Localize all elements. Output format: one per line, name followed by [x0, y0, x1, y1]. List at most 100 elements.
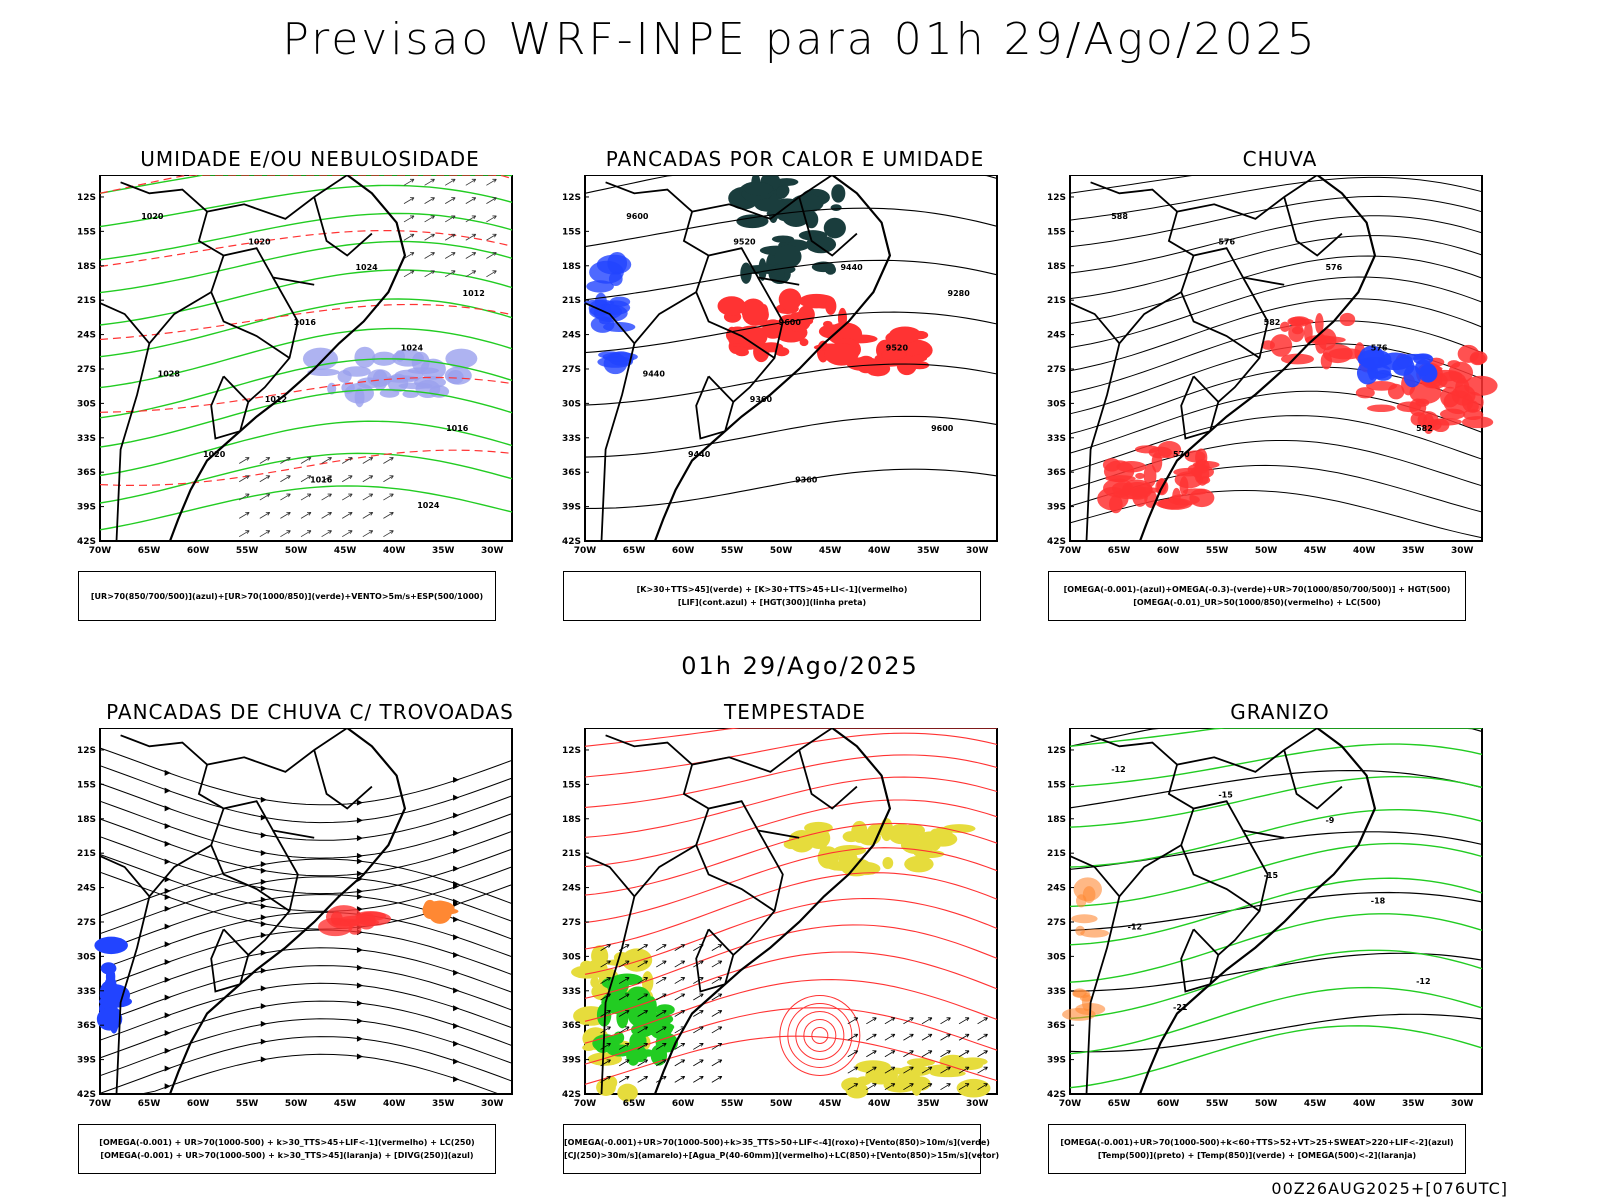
contour-label: -18: [1371, 897, 1386, 906]
lon-label: 35W: [1402, 546, 1425, 555]
contour-label: 9520: [733, 238, 756, 247]
lat-label: 33S: [1047, 987, 1066, 997]
contour-label: 1020: [141, 212, 164, 221]
lat-label: 18S: [1047, 815, 1066, 825]
lon-label: 55W: [236, 546, 259, 555]
lat-label: 15S: [562, 780, 581, 790]
contour-label: 1024: [355, 263, 378, 272]
page-title: Previsao WRF-INPE para 01h 29/Ago/2025: [282, 14, 1318, 65]
lat-label: 18S: [77, 815, 96, 825]
lon-label: 40W: [868, 546, 891, 555]
contour-label: 582: [1416, 424, 1433, 433]
lon-label: 65W: [138, 1099, 161, 1108]
contour-label: -12: [1416, 977, 1430, 986]
lon-label: 40W: [383, 1099, 406, 1108]
lat-label: 33S: [77, 434, 96, 444]
lon-label: 35W: [917, 1099, 940, 1108]
map-frame: [584, 175, 998, 542]
lat-label: 42S: [562, 1090, 581, 1100]
lat-label: 33S: [562, 987, 581, 997]
lat-label: 24S: [77, 331, 96, 341]
contour-label: 9360: [750, 395, 773, 404]
lon-label: 40W: [383, 546, 406, 555]
contour-label: 9440: [840, 263, 863, 272]
contour-label: 576: [1218, 238, 1235, 247]
lon-label: 30W: [481, 546, 504, 555]
legend-line: [OMEGA(-0.001) + UR>70(1000-500) + k>30_…: [100, 1151, 474, 1160]
lat-label: 15S: [77, 227, 96, 237]
lat-label: 15S: [562, 227, 581, 237]
lon-label: 70W: [1059, 1099, 1082, 1108]
lon-label: 65W: [1108, 1099, 1131, 1108]
lon-label: 45W: [334, 1099, 357, 1108]
lat-label: 33S: [562, 434, 581, 444]
contour-label: 588: [1111, 212, 1128, 221]
contour-label: 9440: [643, 369, 666, 378]
lat-label: 42S: [77, 1090, 96, 1100]
run-info-label: 00Z26AUG2025+[076UTC]: [1271, 1179, 1508, 1198]
lon-label: 65W: [138, 546, 161, 555]
lon-label: 50W: [285, 1099, 308, 1108]
contour-label: 582: [1264, 318, 1281, 327]
lat-label: 12S: [1047, 193, 1066, 203]
legend-line: [OMEGA(-0.01)_UR>50(1000/850)(vermelho) …: [1133, 598, 1381, 607]
lon-label: 60W: [1157, 1099, 1180, 1108]
contour-label: 1016: [446, 424, 469, 433]
lat-label: 21S: [562, 849, 581, 859]
lat-label: 42S: [1047, 1090, 1066, 1100]
geography: [1069, 175, 1377, 542]
legend-line: [OMEGA(-0.001)+UR>70(1000-500)+k>35_TTS>…: [564, 1138, 990, 1147]
legend-line: [OMEGA(-0.001)+UR>70(1000-500)+k<60+TTS>…: [1060, 1138, 1454, 1147]
legend-line: [LIF](cont.azul) + [HGT(300)](linha pret…: [677, 598, 867, 607]
lat-label: 24S: [1047, 331, 1066, 341]
lat-label: 24S: [562, 331, 581, 341]
lat-label: 39S: [77, 1056, 96, 1066]
lon-label: 45W: [334, 546, 357, 555]
lat-label: 18S: [1047, 262, 1066, 272]
contour-label: 9600: [779, 318, 802, 327]
panel-title: PANCADAS POR CALOR E UMIDADE: [605, 147, 985, 171]
geography: [99, 728, 407, 1095]
lon-label: 35W: [1402, 1099, 1425, 1108]
lat-label: 12S: [77, 746, 96, 756]
geography: [1069, 728, 1377, 1095]
lat-label: 36S: [1047, 1021, 1066, 1031]
lat-label: 30S: [1047, 399, 1066, 409]
lon-label: 70W: [89, 1099, 112, 1108]
lat-label: 21S: [562, 296, 581, 306]
contour-label: 1024: [401, 344, 424, 353]
lon-label: 55W: [721, 1099, 744, 1108]
contour-label: 1028: [158, 369, 181, 378]
lon-label: 40W: [868, 1099, 891, 1108]
lon-label: 55W: [721, 546, 744, 555]
geography: [584, 728, 892, 1095]
panel-title: CHUVA: [1242, 147, 1318, 171]
lat-label: 12S: [562, 746, 581, 756]
contour-label: -9: [1325, 816, 1334, 825]
contour-label: 576: [1325, 263, 1342, 272]
lat-label: 24S: [1047, 884, 1066, 894]
geography: [584, 175, 892, 542]
lat-label: 30S: [562, 399, 581, 409]
contour-label: -15: [1264, 871, 1279, 880]
panel-tempestade: TEMPESTADE 12S 15S 18S 21S 24S 27S 30S 33S 36S 39…: [545, 700, 1045, 1174]
contour-label: 9360: [795, 475, 818, 484]
contour-label: -21: [1173, 1003, 1188, 1012]
panel-legend: [K>30+TTS>45](verde) + [K>30+TTS>45+LI<-…: [563, 571, 981, 621]
contour-label: -12: [1111, 765, 1125, 774]
lon-label: 30W: [1451, 546, 1474, 555]
lon-label: 40W: [1353, 1099, 1376, 1108]
map-frame: [1069, 728, 1483, 1095]
lat-label: 36S: [562, 468, 581, 478]
contour-label: 9520: [886, 344, 909, 353]
legend-line: [CJ(250)>30m/s](amarelo)+[Agua_P(40-60mm…: [564, 1151, 1000, 1160]
panel-legend: [OMEGA(-0.001)+UR>70(1000-500)+k<60+TTS>…: [1048, 1124, 1466, 1174]
lat-label: 30S: [1047, 952, 1066, 962]
map-pancadas-calor: 9600960096009520952094409440944093609280…: [562, 175, 998, 555]
lat-label: 15S: [1047, 780, 1066, 790]
lon-label: 70W: [574, 1099, 597, 1108]
